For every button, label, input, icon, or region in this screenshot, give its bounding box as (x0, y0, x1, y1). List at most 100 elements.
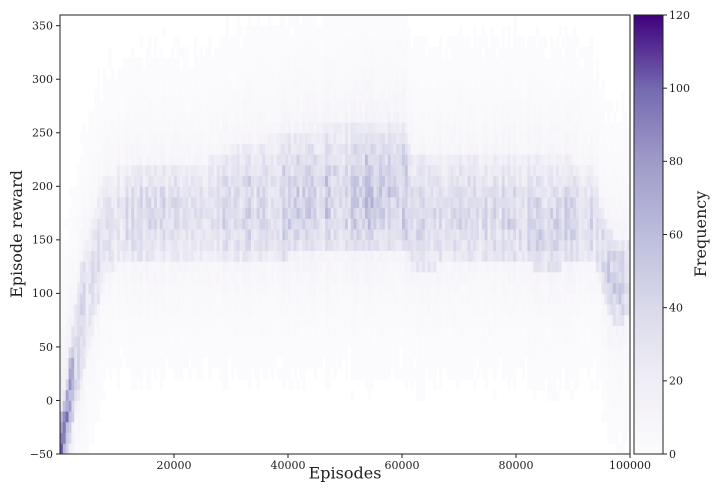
heatmap-cell (490, 357, 494, 369)
heatmap-cell (490, 79, 494, 91)
heatmap-cell (310, 239, 315, 251)
heatmap-cell (345, 186, 349, 198)
heatmap-cell (413, 207, 417, 219)
heatmap-cell (441, 250, 446, 262)
heatmap-cell (310, 229, 315, 241)
heatmap-cell (367, 68, 372, 80)
heatmap-cell (171, 122, 175, 134)
heatmap-cell (313, 164, 317, 177)
heatmap-cell (290, 229, 295, 241)
heatmap-cell (441, 304, 446, 316)
heatmap-cell (339, 154, 343, 166)
heatmap-cell (416, 261, 420, 273)
heatmap-cell (145, 132, 149, 144)
heatmap-cell (193, 250, 198, 262)
heatmap-cell (507, 197, 511, 209)
heatmap-cell (333, 143, 337, 155)
heatmap-cell (444, 250, 448, 262)
heatmap-cell (433, 218, 437, 230)
heatmap-cell (450, 47, 454, 59)
heatmap-cell (168, 282, 172, 294)
heatmap-cell (370, 25, 374, 37)
heatmap-cell (117, 239, 121, 251)
heatmap-cell (208, 132, 212, 144)
heatmap-cell (262, 197, 266, 209)
heatmap-cell (476, 250, 480, 262)
heatmap-cell (476, 239, 480, 251)
heatmap-cell (205, 250, 209, 262)
heatmap-cell (333, 218, 337, 230)
heatmap-cell (319, 282, 323, 294)
heatmap-cell (390, 325, 394, 337)
heatmap-cell (342, 36, 346, 48)
heatmap-cell (71, 293, 75, 305)
heatmap-cell (384, 100, 389, 112)
heatmap-cell (461, 79, 466, 91)
heatmap-cell (336, 239, 340, 251)
heatmap-cell (490, 293, 494, 305)
heatmap-cell (299, 229, 303, 241)
heatmap-cell (330, 314, 334, 326)
heatmap-cell (330, 111, 334, 123)
heatmap-cell (373, 36, 377, 48)
heatmap-cell (310, 122, 315, 134)
heatmap-cell (313, 79, 317, 91)
heatmap-cell (139, 164, 144, 177)
heatmap-cell (376, 229, 380, 241)
heatmap-cell (393, 164, 397, 177)
heatmap-cell (461, 36, 466, 48)
heatmap-cell (196, 325, 201, 337)
heatmap-cell (464, 89, 468, 102)
heatmap-cell (233, 175, 238, 187)
heatmap-cell (496, 57, 500, 69)
heatmap-cell (85, 207, 89, 219)
heatmap-cell (376, 15, 380, 27)
heatmap-cell (256, 79, 260, 91)
heatmap-cell (481, 143, 486, 155)
heatmap-cell (165, 229, 169, 241)
heatmap-cell (145, 111, 149, 123)
heatmap-cell (211, 154, 215, 166)
heatmap-cell (424, 143, 429, 155)
heatmap-cell (102, 143, 106, 155)
heatmap-cell (450, 164, 454, 177)
heatmap-cell (85, 282, 89, 294)
heatmap-cell (111, 250, 115, 262)
heatmap-cell (345, 304, 349, 316)
heatmap-cell (216, 271, 220, 284)
heatmap-cell (493, 229, 497, 241)
heatmap-cell (216, 57, 220, 69)
heatmap-cell (305, 239, 309, 251)
heatmap-cell (507, 122, 511, 134)
heatmap-cell (276, 89, 280, 102)
heatmap-cell (105, 346, 109, 359)
heatmap-cell (404, 261, 409, 273)
heatmap-cell (507, 282, 511, 294)
heatmap-cell (139, 250, 144, 262)
heatmap-cell (370, 15, 374, 27)
heatmap-cell (393, 239, 397, 251)
heatmap-cell (447, 357, 451, 369)
heatmap-cell (165, 207, 169, 219)
heatmap-cell (416, 368, 420, 380)
heatmap-cell (470, 111, 474, 123)
heatmap-cell (88, 325, 92, 337)
heatmap-cell (387, 186, 391, 198)
heatmap-cell (493, 89, 497, 102)
heatmap-cell (507, 79, 511, 91)
heatmap-cell (339, 271, 343, 284)
heatmap-cell (296, 100, 300, 112)
heatmap-cell (345, 15, 349, 27)
heatmap-cell (325, 68, 329, 80)
heatmap-cell (159, 304, 163, 316)
heatmap-cell (222, 122, 226, 134)
heatmap-cell (390, 261, 394, 273)
heatmap-cell (122, 143, 126, 155)
heatmap-cell (77, 314, 81, 326)
heatmap-cell (105, 164, 109, 177)
heatmap-cell (77, 325, 81, 337)
heatmap-cell (282, 15, 286, 27)
heatmap-cell (342, 122, 346, 134)
heatmap-cell (362, 132, 366, 144)
heatmap-cell (85, 261, 89, 273)
